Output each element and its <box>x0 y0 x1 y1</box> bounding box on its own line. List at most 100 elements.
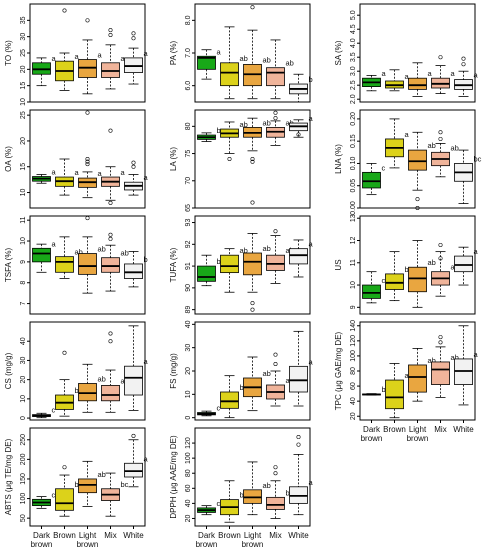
box-white: b <box>124 251 148 288</box>
plot-frame <box>359 3 476 103</box>
significance-letter: a <box>75 168 80 177</box>
x-tick-label: Mix <box>434 425 446 434</box>
significance-letter: a <box>144 49 149 58</box>
box-dark-brown: a <box>362 69 387 92</box>
y-tick-label: 50 <box>20 514 27 522</box>
y-axis-label: CS (mg/g) <box>4 352 13 389</box>
box-white: a <box>454 325 479 406</box>
outlier-point <box>296 132 301 137</box>
outlier-point <box>108 339 113 344</box>
box-iqr <box>220 62 239 87</box>
y-tick-label: 0 <box>185 416 192 420</box>
box-white: a <box>289 239 314 278</box>
y-tick-label: 60 <box>185 484 192 492</box>
y-tick-label: 30 <box>20 33 27 41</box>
panel-7: 7 8 9 10 11 TSFA (%) a ab ab ab b <box>4 215 148 315</box>
x-tick-label: Brown <box>218 531 241 540</box>
y-tick-label: 91 <box>185 262 192 270</box>
significance-letter: b <box>382 385 386 394</box>
y-tick-label: 60 <box>350 382 357 390</box>
outlier-point <box>85 157 90 162</box>
box-white: a <box>289 114 314 138</box>
box-white: a <box>454 56 479 97</box>
box-iqr <box>266 254 285 271</box>
y-tick-label: 25 <box>20 111 27 119</box>
y-tick-label: 10 <box>20 237 27 245</box>
y-tick-label: 15 <box>20 163 27 171</box>
box-brown: ab <box>220 120 248 162</box>
y-tick-label: 11 <box>20 216 27 223</box>
box-white: bc <box>454 149 482 204</box>
y-tick-label: 20 <box>20 65 27 73</box>
significance-letter: bc <box>474 154 482 163</box>
y-tick-label: 2.0 <box>350 94 357 104</box>
y-tick-label: 93 <box>185 219 192 227</box>
plot-frame <box>29 321 146 421</box>
box-brown: ab <box>55 236 83 279</box>
significance-letter: a <box>309 478 314 487</box>
box-iqr <box>101 385 120 402</box>
box-dark-brown: c <box>32 490 56 509</box>
box-white: b <box>289 73 313 103</box>
significance-letter: b <box>309 75 313 84</box>
y-tick-label: 80 <box>350 367 357 375</box>
significance-letter: b <box>144 255 148 264</box>
significance-letter: c <box>52 490 56 499</box>
y-tick-label: 3.5 <box>350 52 357 62</box>
outlier-point <box>273 116 278 121</box>
box-mix: bc <box>101 472 129 517</box>
significance-letter: a <box>309 114 314 123</box>
box-iqr <box>431 361 450 385</box>
y-tick-label: 5.0 <box>350 10 357 20</box>
box-iqr <box>78 383 97 402</box>
outlier-point <box>108 128 113 133</box>
y-tick-label: 70 <box>185 177 192 185</box>
y-tick-label: 100 <box>185 452 192 464</box>
box-iqr <box>266 496 285 510</box>
y-tick-label: 0.20 <box>350 112 357 126</box>
box-iqr <box>55 256 74 273</box>
x-tick-label: Dark brown <box>361 425 383 443</box>
y-tick-label: 120 <box>350 335 357 347</box>
box-dark-brown: c <box>362 163 386 196</box>
significance-letter: a <box>382 69 387 78</box>
y-tick-label: 8.0 <box>185 15 192 25</box>
y-tick-label: 40 <box>20 337 27 345</box>
outlier-point <box>85 216 90 221</box>
significance-letter: ab <box>451 353 459 362</box>
outlier-point <box>273 110 278 115</box>
box-dark-brown: c <box>362 271 386 304</box>
box-iqr <box>78 478 97 494</box>
significance-letter: a <box>428 69 433 78</box>
x-tick-label: Light brown <box>407 425 429 443</box>
box-mix: ab <box>266 39 294 100</box>
outlier-point <box>273 352 278 357</box>
box-light-brown: a <box>78 110 103 199</box>
significance-letter: ab <box>263 481 271 490</box>
outlier-point <box>273 361 278 366</box>
box-brown: a <box>385 118 410 169</box>
y-tick-label: 90 <box>185 284 192 292</box>
box-iqr <box>362 171 381 189</box>
y-tick-label: 6.0 <box>185 81 192 91</box>
y-tick-label: 3.0 <box>350 66 357 76</box>
x-tick-label: Light brown <box>77 531 99 549</box>
y-tick-label: 40 <box>185 499 192 507</box>
y-tick-label: 30 <box>20 356 27 364</box>
significance-letter: a <box>144 454 149 463</box>
significance-letter: b <box>217 126 221 135</box>
box-iqr <box>243 252 262 276</box>
y-tick-label: 0.10 <box>350 157 357 171</box>
box-iqr <box>385 379 404 410</box>
y-tick-label: 75 <box>185 150 192 158</box>
significance-letter: ab <box>98 374 106 383</box>
box-light-brown: ab <box>243 356 271 412</box>
y-axis-label: FS (mg/g) <box>169 353 178 389</box>
significance-letter: a <box>474 247 479 256</box>
y-tick-label: 10 <box>20 395 27 403</box>
significance-letter: ab <box>98 470 106 479</box>
y-axis-label: SA (%) <box>334 40 343 65</box>
